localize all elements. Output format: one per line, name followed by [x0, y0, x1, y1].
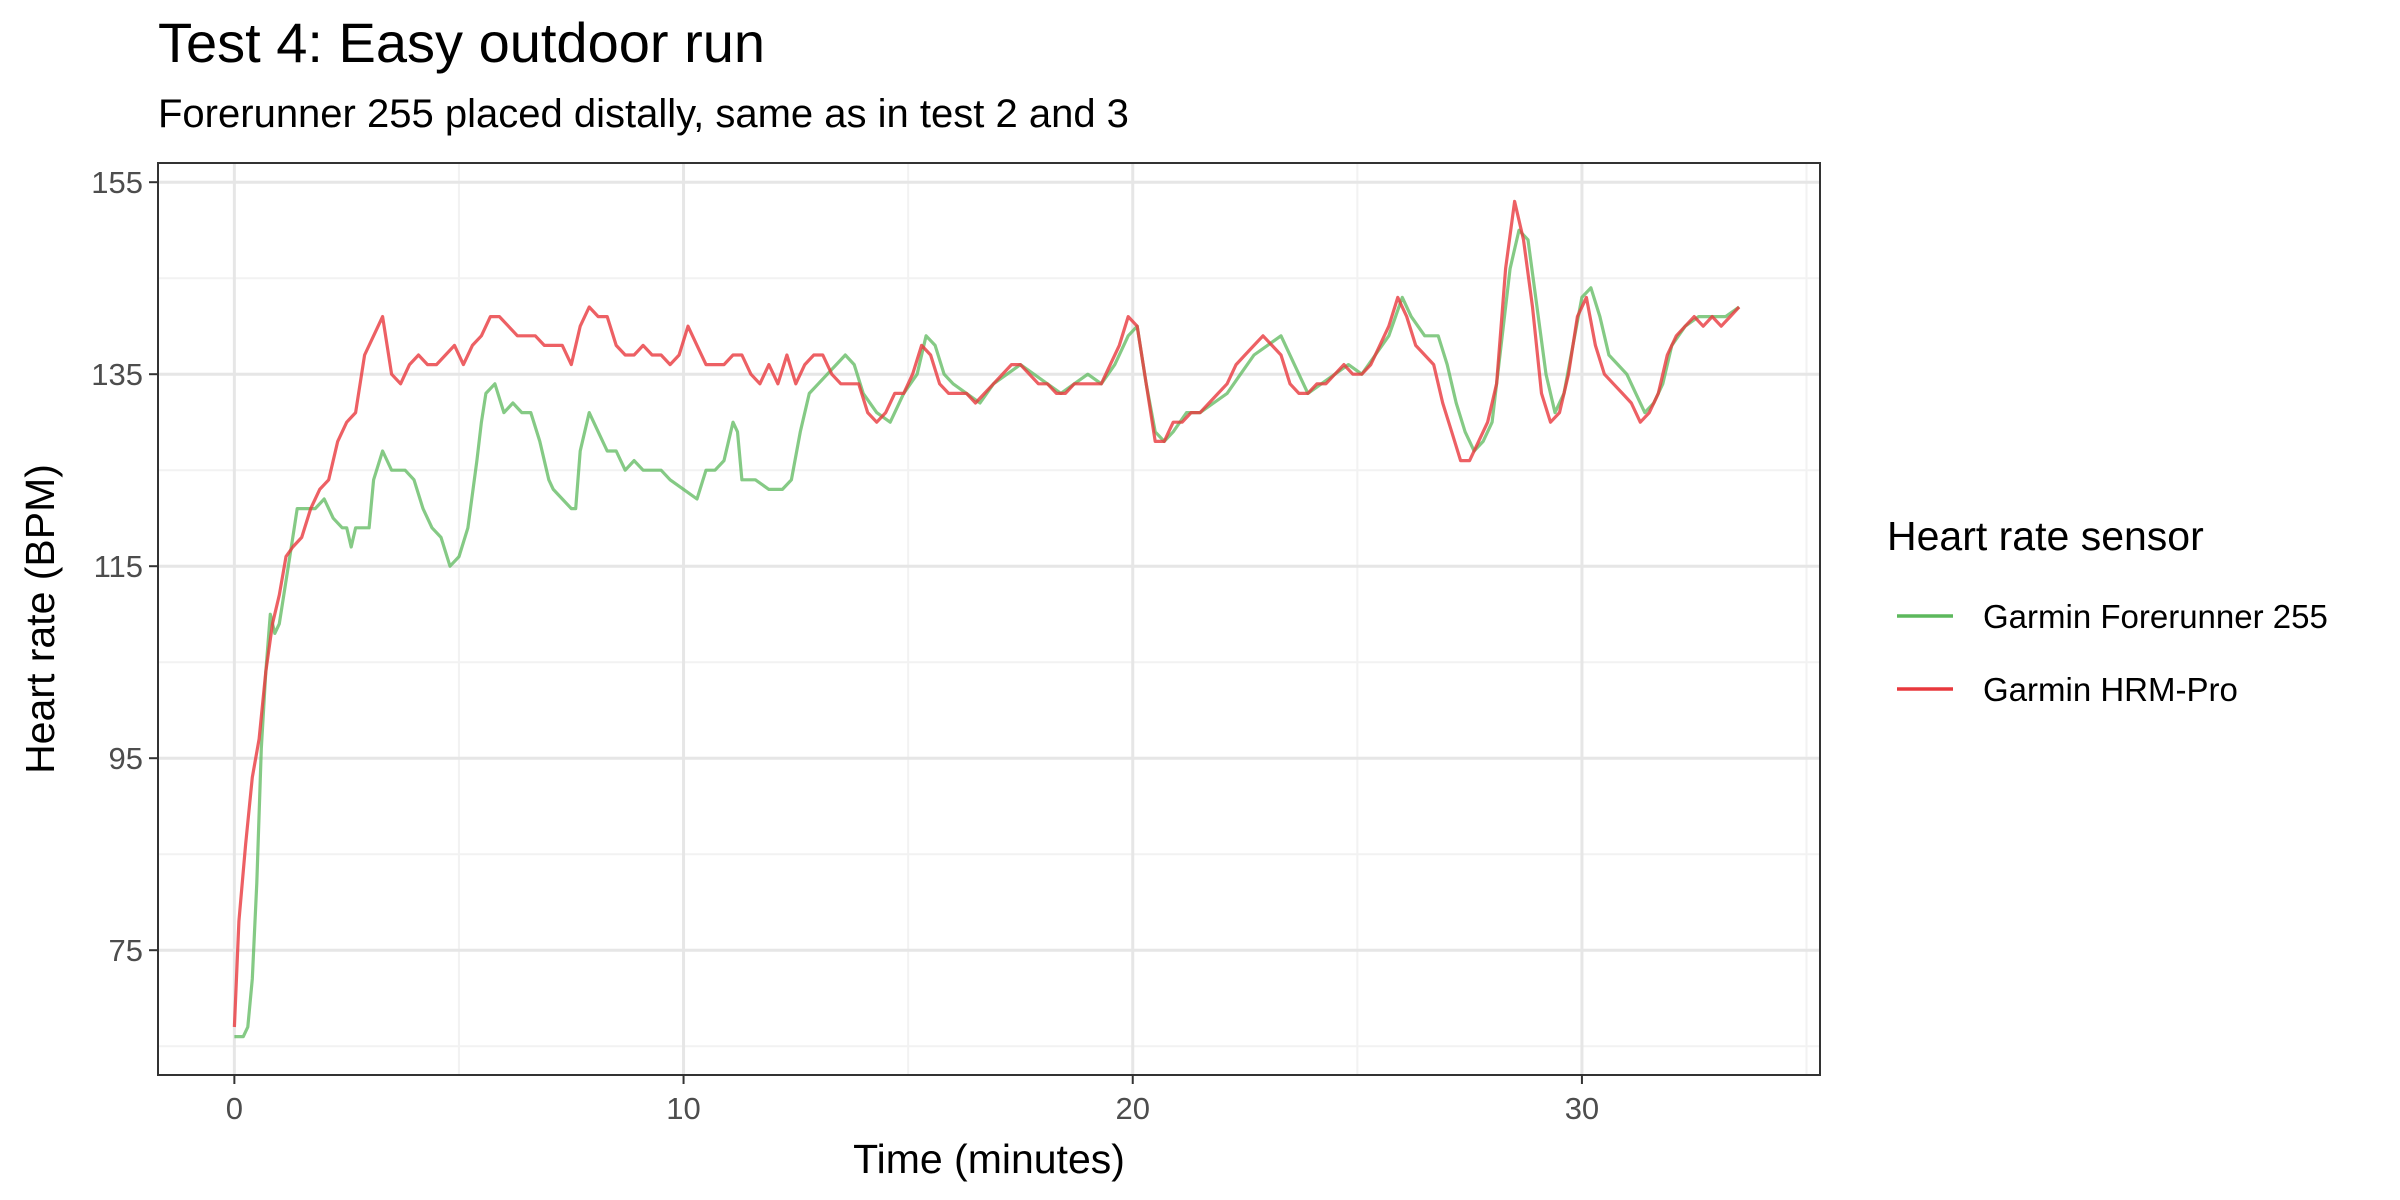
- y-tick-label: 95: [109, 741, 143, 776]
- legend-label: Garmin Forerunner 255: [1983, 598, 2328, 635]
- y-tick-label: 115: [94, 549, 143, 584]
- x-tick-label: 10: [666, 1091, 700, 1126]
- y-tick-label: 155: [91, 165, 143, 200]
- series-line-garmin-hrm-pro: [232, 199, 1741, 1028]
- legend-label: Garmin HRM-Pro: [1983, 671, 2238, 708]
- series-layer: [232, 199, 1741, 1039]
- x-axis-title: Time (minutes): [853, 1136, 1125, 1182]
- y-tick-label: 75: [109, 933, 143, 968]
- x-tick-label: 30: [1565, 1091, 1599, 1126]
- legend-entries: Garmin Forerunner 255 Garmin HRM-Pro: [1897, 598, 2328, 708]
- gridlines: [158, 163, 1820, 1075]
- x-tick-label: 20: [1115, 1091, 1149, 1126]
- x-tick-label: 0: [226, 1091, 243, 1126]
- chart-subtitle: Forerunner 255 placed distally, same as …: [158, 92, 1129, 136]
- chart-title: Test 4: Easy outdoor run: [158, 11, 765, 74]
- legend-title: Heart rate sensor: [1887, 513, 2204, 559]
- x-axis: 0 10 20 30: [226, 1075, 1599, 1126]
- plot-panel-border: [157, 162, 1821, 1076]
- plot-panel-background: [158, 163, 1820, 1075]
- y-axis-title: Heart rate (BPM): [17, 464, 63, 774]
- y-axis: 75 95 115 135 155: [91, 165, 158, 968]
- legend: Heart rate sensor Garmin Forerunner 255G…: [1887, 513, 2328, 708]
- y-tick-label: 135: [91, 357, 143, 392]
